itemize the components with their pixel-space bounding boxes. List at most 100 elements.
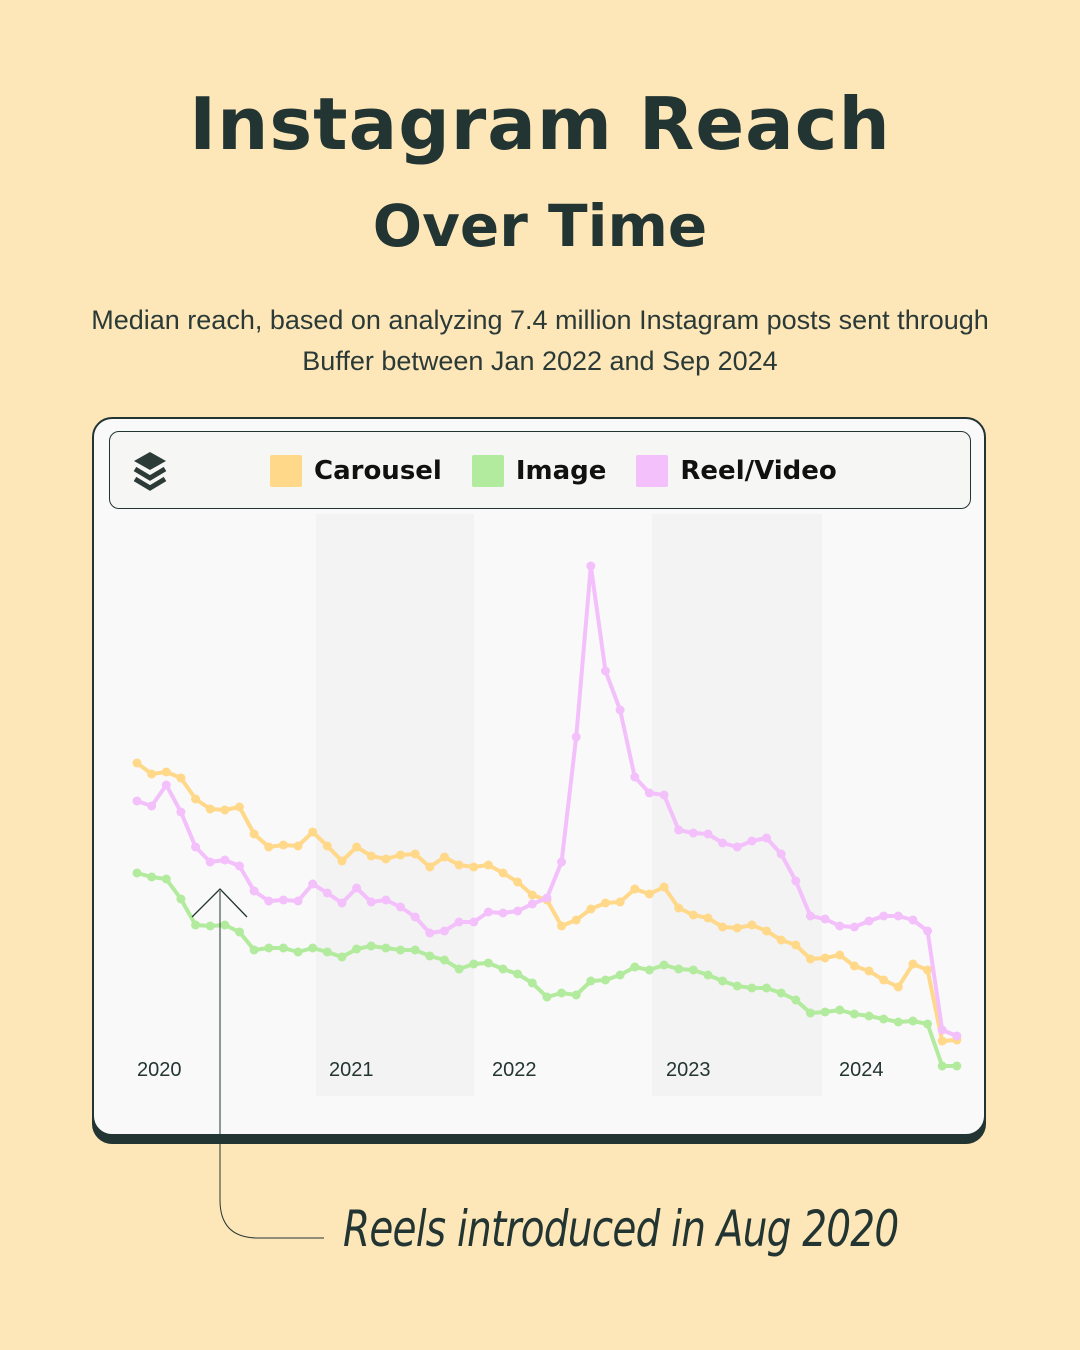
data-point <box>234 802 244 812</box>
data-point <box>337 898 347 908</box>
data-point <box>439 926 449 936</box>
reel-video-line <box>132 561 962 1041</box>
data-point <box>805 911 815 921</box>
legend-item-carousel[interactable]: Carousel <box>270 455 442 487</box>
year-band-2021 <box>316 514 474 1096</box>
data-point <box>893 982 903 992</box>
data-point <box>498 964 508 974</box>
data-point <box>659 960 669 970</box>
data-point <box>849 961 859 971</box>
data-point <box>762 983 772 993</box>
data-point <box>952 1031 962 1041</box>
data-point <box>571 915 581 925</box>
data-point <box>805 1008 815 1018</box>
x-tick-2023: 2023 <box>666 1059 711 1081</box>
data-point <box>571 990 581 1000</box>
data-point <box>776 988 786 998</box>
data-point <box>600 898 610 908</box>
data-point <box>849 922 859 932</box>
data-point <box>513 877 523 887</box>
data-point <box>366 941 376 951</box>
data-point <box>205 857 215 867</box>
data-point <box>132 758 142 768</box>
data-point <box>352 883 362 893</box>
data-point <box>410 912 420 922</box>
data-point <box>147 769 157 779</box>
data-point <box>923 965 933 975</box>
data-point <box>820 1007 830 1017</box>
data-point <box>542 893 552 903</box>
data-point <box>513 906 523 916</box>
data-point <box>205 921 215 931</box>
data-point <box>937 1036 947 1046</box>
data-point <box>264 943 274 953</box>
data-point <box>805 954 815 964</box>
data-point <box>732 981 742 991</box>
data-point <box>425 928 435 938</box>
data-point <box>600 666 610 676</box>
data-point <box>542 992 552 1002</box>
data-point <box>308 879 318 889</box>
data-point <box>483 907 493 917</box>
data-point <box>469 862 479 872</box>
data-point <box>527 890 537 900</box>
data-point <box>352 842 362 852</box>
data-point <box>220 920 230 930</box>
data-point <box>732 842 742 852</box>
data-point <box>161 874 171 884</box>
data-point <box>718 922 728 932</box>
data-point <box>923 1019 933 1029</box>
data-point <box>527 978 537 988</box>
data-point <box>454 860 464 870</box>
data-point <box>527 899 537 909</box>
chart-card: Carousel Image Reel/Video 2020 2021 2022… <box>92 417 986 1136</box>
data-point <box>571 732 581 742</box>
data-point <box>322 888 332 898</box>
data-point <box>864 916 874 926</box>
data-point <box>762 926 772 936</box>
data-point <box>703 913 713 923</box>
data-point <box>879 911 889 921</box>
data-point <box>703 970 713 980</box>
data-point <box>688 965 698 975</box>
data-point <box>688 910 698 920</box>
data-point <box>176 894 186 904</box>
data-point <box>674 903 684 913</box>
data-point <box>718 976 728 986</box>
data-point <box>791 940 801 950</box>
data-point <box>908 959 918 969</box>
data-point <box>630 962 640 972</box>
legend-item-reel-video[interactable]: Reel/Video <box>636 455 837 487</box>
data-point <box>469 917 479 927</box>
data-point <box>776 849 786 859</box>
data-point <box>557 857 567 867</box>
data-point <box>791 876 801 886</box>
data-point <box>893 1017 903 1027</box>
data-point <box>908 1016 918 1026</box>
page-title: Instagram Reach <box>189 82 891 166</box>
data-point <box>747 920 757 930</box>
data-point <box>893 911 903 921</box>
data-point <box>264 896 274 906</box>
chart-legend: Carousel Image Reel/Video <box>109 431 971 509</box>
data-point <box>161 780 171 790</box>
data-point <box>688 828 698 838</box>
image-swatch <box>471 455 504 487</box>
data-point <box>835 950 845 960</box>
data-point <box>644 889 654 899</box>
data-point <box>220 805 230 815</box>
data-point <box>703 829 713 839</box>
data-point <box>820 953 830 963</box>
data-point <box>644 788 654 798</box>
data-point <box>659 790 669 800</box>
data-point <box>879 975 889 985</box>
data-point <box>923 926 933 936</box>
x-tick-2022: 2022 <box>492 1059 537 1081</box>
data-point <box>483 958 493 968</box>
data-point <box>132 796 142 806</box>
data-point <box>791 995 801 1005</box>
data-point <box>234 927 244 937</box>
data-point <box>249 945 259 955</box>
data-point <box>278 895 288 905</box>
legend-item-image[interactable]: Image <box>471 455 606 487</box>
